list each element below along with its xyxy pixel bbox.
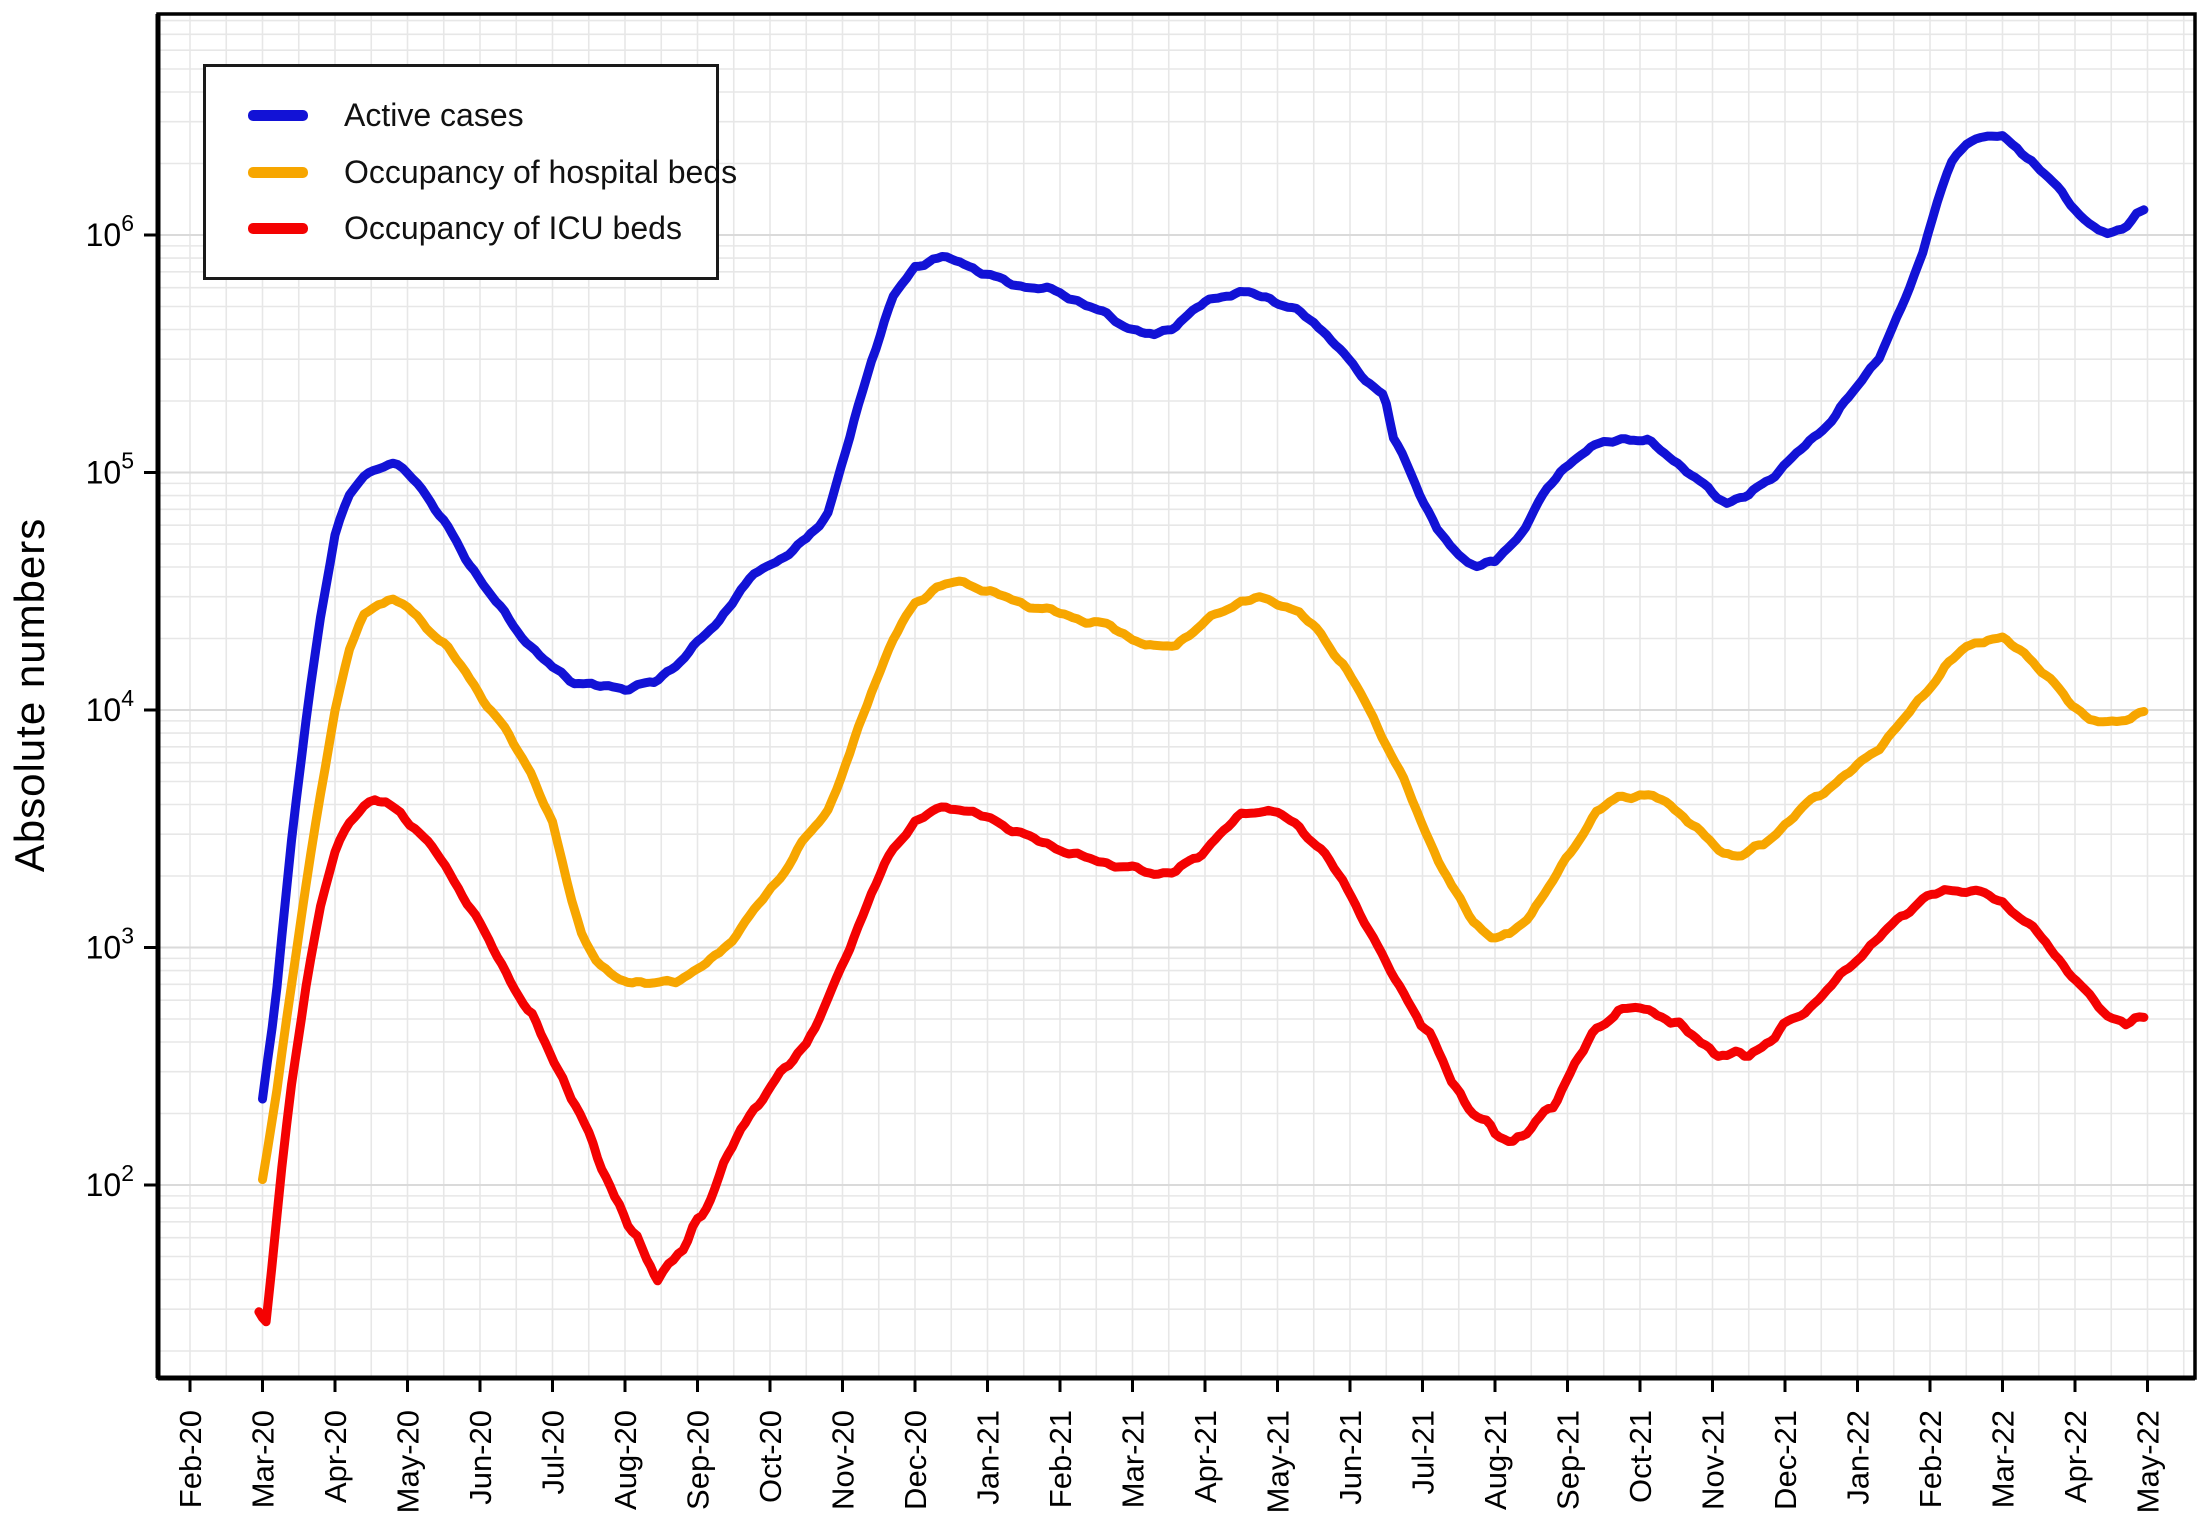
x-tick-label: Nov-20 [826, 1410, 861, 1510]
series-line-occupancy-of-icu-beds [254, 795, 2149, 1327]
x-tick-label: Jun-20 [463, 1410, 498, 1505]
x-tick-label: Nov-21 [1696, 1410, 1731, 1510]
series [258, 131, 2149, 1104]
x-tick-label: Dec-21 [1768, 1410, 1803, 1510]
legend-swatch-active-cases [248, 109, 308, 121]
x-tick-label: Feb-20 [173, 1410, 208, 1508]
y-axis-title: Absolute numbers [6, 517, 53, 873]
y-axis-ticks: 106 105 104 103 102 [86, 210, 158, 1203]
axes [155, 12, 2197, 1381]
y-tick-label: 104 [86, 685, 135, 728]
x-tick-label: Feb-22 [1913, 1410, 1948, 1508]
x-tick-label: Jan-22 [1841, 1410, 1876, 1505]
x-tick-label: Aug-20 [608, 1410, 643, 1510]
x-tick-label: Apr-20 [318, 1410, 353, 1503]
y-tick-label: 103 [86, 923, 134, 966]
series [258, 576, 2149, 1185]
x-tick-label: Apr-22 [2058, 1410, 2093, 1503]
x-tick-label: Oct-21 [1623, 1410, 1658, 1503]
y-tick-label: 105 [86, 448, 134, 491]
x-tick-label: Oct-20 [753, 1410, 788, 1503]
x-tick-label: Mar-21 [1116, 1410, 1151, 1508]
x-tick-label: Sep-20 [681, 1410, 716, 1510]
y-tick-label: 102 [86, 1160, 134, 1203]
x-tick-label: May-22 [2131, 1410, 2166, 1513]
x-tick-label: Dec-20 [898, 1410, 933, 1510]
series [254, 795, 2149, 1327]
x-tick-label: Jul-20 [536, 1410, 571, 1494]
legend-label: Active cases [344, 96, 524, 133]
x-tick-label: Jun-21 [1333, 1410, 1368, 1505]
x-tick-label: Apr-21 [1188, 1410, 1223, 1503]
legend-item-hospital-beds: Occupancy of hospital beds [248, 154, 737, 191]
x-tick-label: May-21 [1261, 1410, 1296, 1513]
legend-item-icu-beds: Occupancy of ICU beds [248, 210, 706, 247]
x-tick-label: Mar-22 [1986, 1410, 2021, 1508]
series-line-active-cases [258, 131, 2149, 1104]
x-tick-label: Mar-20 [246, 1410, 281, 1508]
series-line-occupancy-of-hospital-beds [258, 576, 2149, 1185]
legend-swatch-icu-beds [248, 223, 308, 235]
x-tick-label: May-20 [391, 1410, 426, 1513]
legend-label: Occupancy of ICU beds [344, 210, 682, 247]
legend-item-active-cases: Active cases [248, 97, 706, 134]
x-tick-label: Jan-21 [971, 1410, 1006, 1505]
y-tick-label: 106 [86, 210, 134, 253]
x-tick-label: Feb-21 [1043, 1410, 1078, 1508]
x-tick-label: Aug-21 [1478, 1410, 1513, 1510]
x-axis-ticks: Feb-20 Mar-20 Apr-20 May-20 Jun-20 Jul-20 Aug-… [173, 1378, 2166, 1513]
x-tick-label: Sep-21 [1551, 1410, 1586, 1510]
x-tick-label: Jul-21 [1406, 1410, 1441, 1494]
legend-label: Occupancy of hospital beds [344, 153, 738, 190]
legend-swatch-hospital-beds [248, 166, 308, 178]
legend: Active cases Occupancy of hospital beds … [203, 64, 737, 280]
